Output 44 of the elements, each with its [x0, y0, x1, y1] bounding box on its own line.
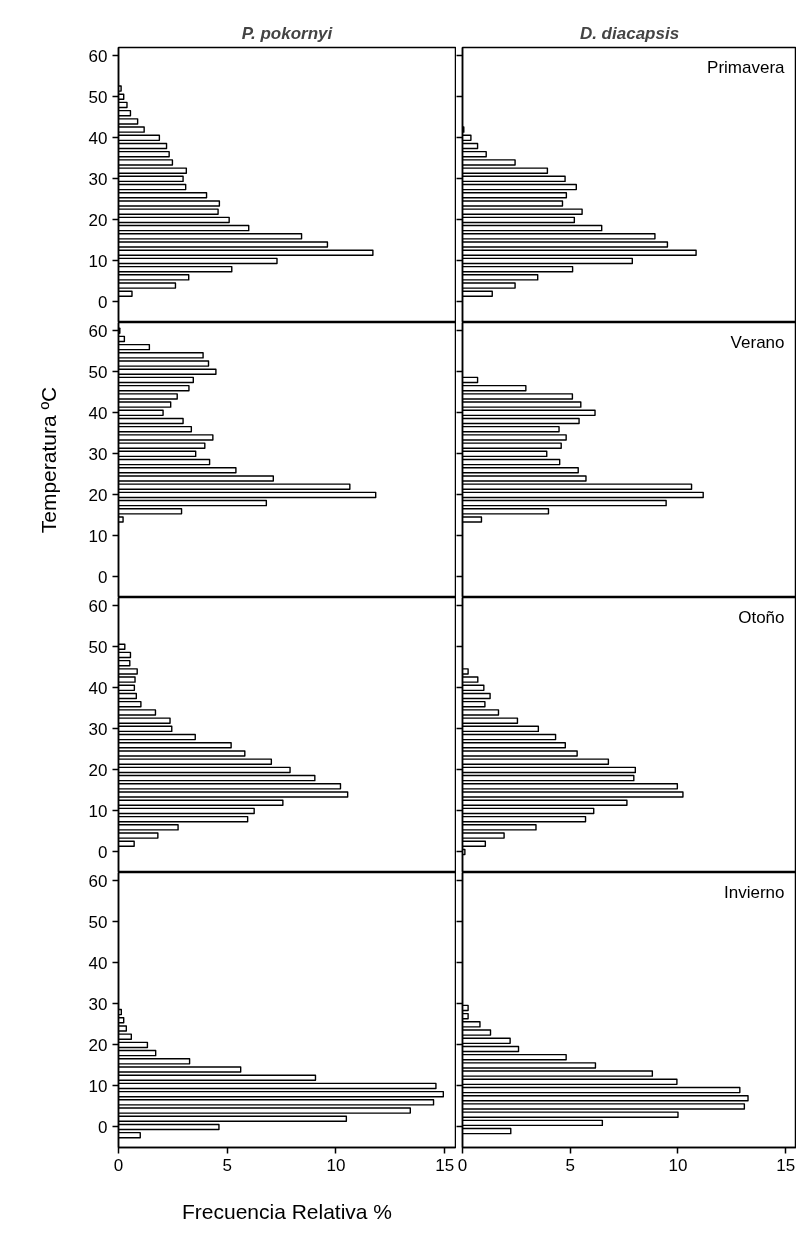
- x-tick-label: 0: [113, 1155, 124, 1175]
- y-tick-label: 10: [88, 251, 108, 271]
- chart-title: D. diacapsis: [579, 23, 680, 43]
- chart-title: P. pokornyi: [241, 23, 334, 43]
- y-tick-label: 60: [88, 46, 108, 66]
- y-tick-label: 40: [88, 678, 108, 698]
- annotation: Primavera: [707, 57, 786, 77]
- y-tick-label: 40: [88, 128, 108, 148]
- x-tick-label: 10: [668, 1155, 688, 1175]
- y-tick-label: 10: [88, 1076, 108, 1096]
- y-tick-label: 30: [88, 719, 108, 739]
- annotation: Otoño: [738, 607, 785, 627]
- x-tick-label: 10: [326, 1155, 346, 1175]
- y-tick-label: 60: [88, 871, 108, 891]
- y-axis-title: Temperatura ºC: [36, 386, 60, 534]
- y-tick-label: 0: [98, 1117, 108, 1137]
- y-tick-label: 60: [88, 321, 108, 341]
- x-tick-label: 15: [435, 1155, 455, 1175]
- annotation: Invierno: [724, 882, 785, 902]
- y-tick-label: 50: [88, 87, 108, 107]
- y-tick-label: 50: [88, 912, 108, 932]
- y-tick-label: 20: [88, 210, 108, 230]
- x-tick-label: 5: [565, 1155, 575, 1175]
- x-tick-label: 5: [222, 1155, 232, 1175]
- y-tick-label: 20: [88, 760, 108, 780]
- y-tick-label: 50: [88, 362, 108, 382]
- y-tick-label: 30: [88, 444, 108, 464]
- y-tick-label: 30: [88, 169, 108, 189]
- y-tick-label: 60: [88, 596, 108, 616]
- annotation: Verano: [730, 332, 785, 352]
- x-axis-title: Frecuencia Relativa %: [181, 1199, 393, 1223]
- y-tick-label: 40: [88, 403, 108, 423]
- y-tick-label: 10: [88, 801, 108, 821]
- y-tick-label: 20: [88, 1035, 108, 1055]
- y-tick-label: 50: [88, 637, 108, 657]
- y-tick-label: 0: [98, 567, 108, 587]
- x-tick-label: 0: [457, 1155, 468, 1175]
- y-tick-label: 40: [88, 953, 108, 973]
- y-tick-label: 30: [88, 994, 108, 1014]
- y-tick-label: 10: [88, 526, 108, 546]
- y-tick-label: 0: [98, 842, 108, 862]
- y-tick-label: 0: [98, 292, 108, 312]
- x-tick-label: 15: [776, 1155, 796, 1175]
- y-tick-label: 20: [88, 485, 108, 505]
